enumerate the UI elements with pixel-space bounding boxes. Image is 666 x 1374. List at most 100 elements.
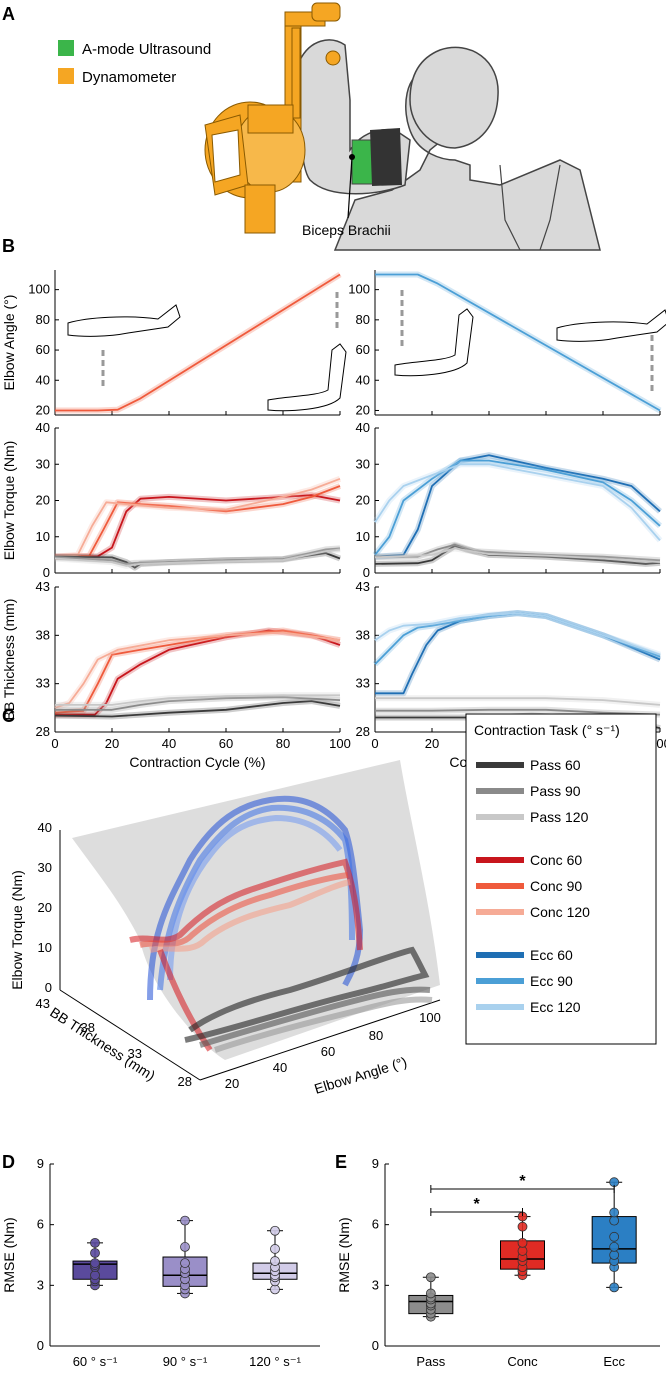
c-x-tick: 20 <box>225 1076 239 1091</box>
legend-label: Ecc 120 <box>530 999 581 1015</box>
c-x-tick: 80 <box>369 1028 383 1043</box>
box-category-label: Ecc <box>603 1354 625 1369</box>
legend-label: Ecc 90 <box>530 973 573 989</box>
box-category-label: Pass <box>416 1354 445 1369</box>
b-y-tick-label: 33 <box>356 676 370 691</box>
box-point <box>609 1282 620 1293</box>
panel-e-letter: E <box>335 1152 347 1172</box>
box-point <box>180 1258 190 1268</box>
arm-pose-icon <box>67 304 181 337</box>
b-y-axis-label: Elbow Torque (Nm) <box>1 441 17 561</box>
arm-outline <box>67 304 181 337</box>
arm-outline <box>394 308 474 377</box>
b-series-line <box>54 477 341 558</box>
b-y-tick-label: 0 <box>363 565 370 580</box>
panel-c-3d-plot: 0 10 20 30 40 43 38 33 28 20 40 60 80 10… <box>9 760 441 1097</box>
c-z-tick: 40 <box>38 820 52 835</box>
legend-title: Contraction Task (° s⁻¹) <box>474 722 620 738</box>
b-x-axis-label: Contraction Cycle (%) <box>129 754 265 770</box>
c-y-tick: 43 <box>36 996 50 1011</box>
c-x-tick: 60 <box>321 1044 335 1059</box>
c-z-tick: 20 <box>38 900 52 915</box>
biceps-brachii-label: Biceps Brachii <box>302 222 391 238</box>
box-y-tick-label: 3 <box>372 1277 379 1292</box>
b-series-line <box>55 694 340 706</box>
box-point <box>90 1258 100 1268</box>
b-y-tick-label: 80 <box>356 312 370 327</box>
box-point <box>609 1207 620 1218</box>
b-series-line <box>55 273 341 412</box>
b-y-tick-label: 0 <box>43 565 50 580</box>
b-series-band <box>54 492 341 560</box>
b-x-tick-label: 80 <box>276 736 290 751</box>
box-point <box>609 1250 620 1260</box>
b-series-line <box>375 273 661 412</box>
b-series-line <box>54 631 341 709</box>
b-series-line <box>54 494 341 558</box>
panel-c-letter: C <box>2 706 15 726</box>
b-series-line <box>54 700 341 718</box>
box-point <box>517 1246 528 1256</box>
b-series-line <box>374 463 661 541</box>
box-y-tick-label: 3 <box>37 1277 44 1292</box>
b-series-line <box>374 454 661 558</box>
legend-label: Pass 90 <box>530 783 581 799</box>
box-point <box>270 1225 280 1236</box>
panel-d-letter: D <box>2 1152 15 1172</box>
b-y-tick-label: 28 <box>356 724 370 739</box>
b-y-tick-label: 43 <box>356 579 370 594</box>
b-series-line <box>54 485 341 558</box>
b-x-tick-label: 100 <box>329 736 351 751</box>
box-y-tick-label: 0 <box>372 1338 379 1353</box>
illustration-arm-dynamometer <box>204 2 601 251</box>
c-z-tick: 0 <box>45 980 52 995</box>
b-series-line <box>54 629 341 714</box>
b-y-tick-label: 100 <box>28 282 50 297</box>
arm-outline <box>267 343 347 412</box>
c-y-axis-label: BB Thickness (mm) <box>47 1004 158 1084</box>
box-point <box>425 1288 436 1299</box>
box-point <box>517 1237 528 1248</box>
box-y-tick-label: 9 <box>37 1156 44 1171</box>
box-point <box>180 1215 190 1226</box>
b-y-tick-label: 20 <box>356 402 370 417</box>
b-y-tick-label: 20 <box>36 493 50 508</box>
sig-star: * <box>519 1173 526 1190</box>
legend-label: Conc 90 <box>530 878 582 894</box>
b-x-tick-label: 0 <box>51 736 58 751</box>
legend-dynamometer-swatch <box>58 68 74 84</box>
arm-pose-icon <box>267 343 347 412</box>
b-series-line <box>374 547 661 563</box>
b-series-line <box>374 612 661 656</box>
box-category-label: 90 ° s⁻¹ <box>163 1354 208 1369</box>
box-point <box>609 1242 620 1252</box>
box-y-tick-label: 9 <box>372 1156 379 1171</box>
b-series-band <box>375 271 662 414</box>
arm-pose-icon <box>394 308 474 377</box>
arm-outline <box>556 309 666 342</box>
b-y-tick-label: 38 <box>356 627 370 642</box>
b-y-tick-label: 20 <box>356 493 370 508</box>
b-y-tick-label: 10 <box>36 529 50 544</box>
panel-b-letter: B <box>2 236 15 256</box>
c-z-tick: 10 <box>38 940 52 955</box>
b-series-line <box>55 696 341 711</box>
b-y-axis-label: Elbow Angle (°) <box>1 295 17 391</box>
b-series-line <box>374 459 661 556</box>
legend-label: Conc 120 <box>530 904 590 920</box>
box-point <box>270 1244 280 1254</box>
c-x-tick: 100 <box>419 1010 441 1025</box>
box-category-label: Conc <box>507 1354 538 1369</box>
b-y-axis-label: BB Thickness (mm) <box>1 599 17 721</box>
c-x-tick: 40 <box>273 1060 287 1075</box>
c-y-tick: 38 <box>81 1020 95 1035</box>
b-series-line <box>375 708 661 716</box>
b-series-band <box>373 610 661 658</box>
box-point <box>270 1284 280 1295</box>
box-point <box>517 1221 528 1232</box>
b-y-tick-label: 33 <box>36 676 50 691</box>
panel-c-legend: Contraction Task (° s⁻¹) Pass 60 Pass 90 P… <box>465 713 657 1045</box>
arm-pose-icon <box>556 309 666 342</box>
b-y-tick-label: 43 <box>36 579 50 594</box>
